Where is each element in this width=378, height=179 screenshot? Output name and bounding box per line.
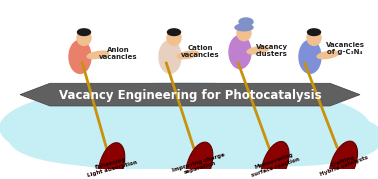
Ellipse shape [317, 51, 339, 59]
Ellipse shape [0, 109, 120, 147]
Polygon shape [20, 83, 360, 106]
Text: Maneuvering
surface reaction: Maneuvering surface reaction [249, 151, 301, 178]
Text: Crafting
Hybrid catalysts: Crafting Hybrid catalysts [318, 150, 369, 178]
Ellipse shape [77, 29, 90, 35]
Ellipse shape [261, 141, 289, 179]
Ellipse shape [186, 142, 213, 179]
Ellipse shape [329, 141, 358, 179]
Text: Enhancing
Light absorption: Enhancing Light absorption [85, 154, 138, 178]
Ellipse shape [77, 30, 91, 45]
Ellipse shape [229, 35, 251, 69]
Ellipse shape [87, 51, 109, 59]
Text: Anion
vacancies: Anion vacancies [99, 47, 137, 60]
Ellipse shape [159, 40, 181, 73]
Ellipse shape [69, 40, 91, 73]
Ellipse shape [307, 30, 321, 45]
Text: Cation
vacancies: Cation vacancies [181, 45, 219, 58]
Ellipse shape [167, 29, 181, 35]
Text: Vacancies
of g-C₃N₄: Vacancies of g-C₃N₄ [325, 42, 364, 55]
Ellipse shape [177, 51, 199, 59]
Ellipse shape [237, 26, 251, 41]
Ellipse shape [235, 24, 253, 31]
Ellipse shape [167, 30, 181, 45]
Ellipse shape [0, 83, 370, 173]
Ellipse shape [200, 118, 378, 166]
Ellipse shape [247, 46, 269, 54]
Ellipse shape [307, 29, 321, 35]
Text: Vacancy
clusters: Vacancy clusters [256, 43, 288, 57]
Ellipse shape [239, 18, 253, 26]
Text: Improving charge
separation: Improving charge separation [172, 152, 227, 178]
Ellipse shape [280, 116, 378, 149]
Ellipse shape [98, 143, 125, 179]
Ellipse shape [10, 114, 210, 166]
Ellipse shape [299, 40, 321, 73]
Text: Vacancy Engineering for Photocatalysis: Vacancy Engineering for Photocatalysis [59, 89, 321, 102]
